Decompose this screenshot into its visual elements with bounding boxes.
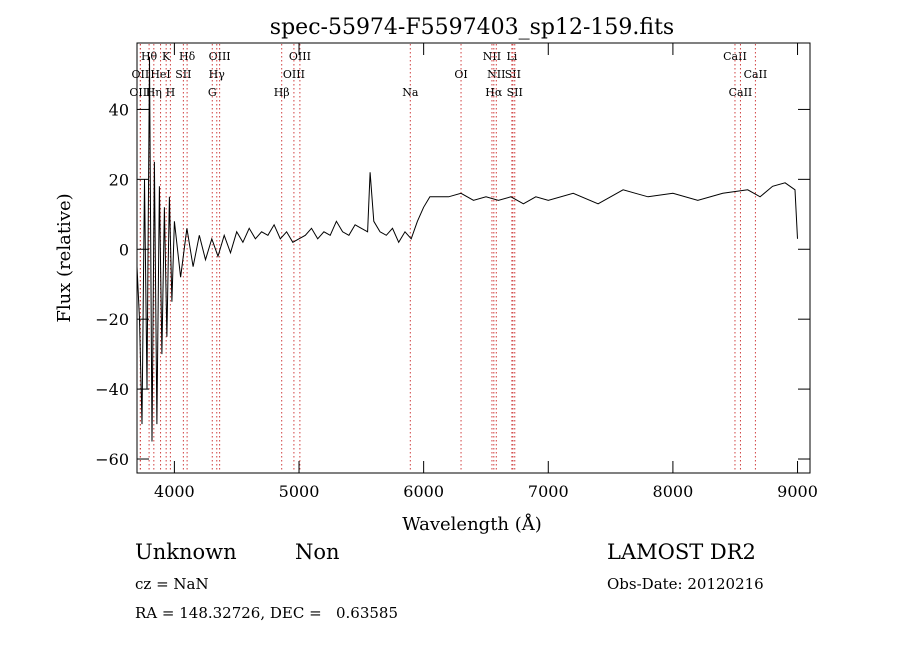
line-label-1: K (162, 50, 171, 63)
line-label-9: HeI (150, 68, 170, 81)
y-tick-label-5: 40 (109, 100, 129, 119)
survey-label: LAMOST DR2 (607, 540, 756, 564)
line-label-24: SII (507, 86, 523, 99)
line-label-7: CaII (723, 50, 747, 63)
line-label-21: Hβ (274, 86, 290, 99)
subclass-label: Non (295, 540, 340, 564)
y-axis-label: Flux (relative) (54, 193, 75, 322)
series-line-0 (136, 56, 798, 442)
x-tick-label-2: 6000 (403, 482, 444, 501)
class-label: Unknown (135, 540, 237, 564)
y-tick-label-2: −20 (95, 310, 129, 329)
axis-ticks: 4000 5000 6000 7000 8000 9000 −60 −40 −20 0 20 40 (95, 43, 818, 501)
y-tick-label-0: −60 (95, 450, 129, 469)
line-label-15: SII (505, 68, 521, 81)
line-label-2: Hδ (179, 50, 196, 63)
line-label-12: OIII (283, 68, 305, 81)
line-label-5: NII (483, 50, 501, 63)
y-tick-label-3: 0 (119, 240, 129, 259)
spectrum-plot: spec-55974-F5597403_sp12-159.fits Hθ K Hδ O… (54, 15, 818, 535)
x-tick-label-3: 7000 (528, 482, 569, 501)
line-label-16: CaII (744, 68, 768, 81)
line-label-11: Hγ (209, 68, 226, 81)
series-layer (136, 56, 798, 442)
line-label-10: SII (175, 68, 191, 81)
chart-title: spec-55974-F5597403_sp12-159.fits (270, 15, 674, 40)
x-tick-label-0: 4000 (154, 482, 195, 501)
line-label-6: Li (506, 50, 517, 63)
x-tick-label-1: 5000 (279, 482, 320, 501)
line-label-4: OIII (289, 50, 311, 63)
line-label-13: OI (454, 68, 467, 81)
obs-date: Obs-Date: 20120216 (607, 575, 764, 593)
line-label-23: Hα (485, 86, 503, 99)
x-tick-label-5: 9000 (777, 482, 818, 501)
line-label-25: CaII (729, 86, 753, 99)
line-label-18: Hη (146, 86, 162, 99)
y-tick-label-1: −40 (95, 380, 129, 399)
x-tick-label-4: 8000 (653, 482, 694, 501)
line-label-8: OII (132, 68, 150, 81)
line-label-20: G (208, 86, 217, 99)
plot-frame (136, 42, 811, 474)
ra-dec-value: RA = 148.32726, DEC = 0.63585 (135, 604, 399, 622)
line-label-19: H (166, 86, 176, 99)
x-axis-label: Wavelength (Å) (402, 513, 542, 535)
line-label-17: OIII (129, 86, 151, 99)
cz-value: cz = NaN (135, 575, 209, 593)
line-label-14: NII (487, 68, 505, 81)
line-label-22: Na (402, 86, 419, 99)
y-tick-label-4: 20 (109, 170, 129, 189)
line-label-3: OIII (209, 50, 231, 63)
